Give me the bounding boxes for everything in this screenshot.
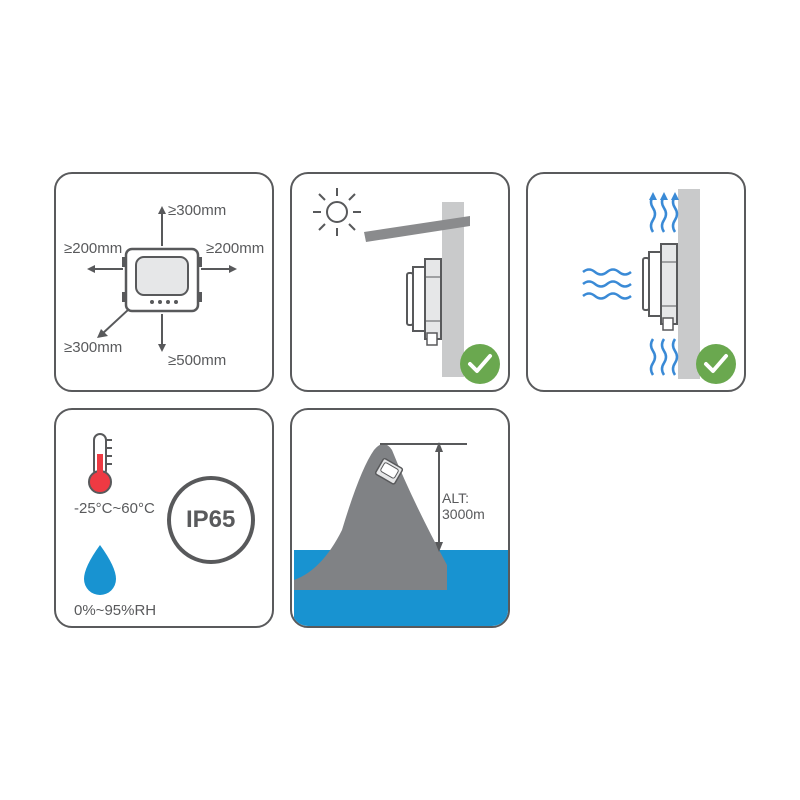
panel-environment: -25°C~60°C 0%~95%RH IP65 (54, 408, 274, 628)
panel-clearances: ≥300mm ≥200mm ≥200mm ≥300mm ≥500mm (54, 172, 274, 392)
infographic-grid: ≥300mm ≥200mm ≥200mm ≥300mm ≥500mm (54, 172, 746, 628)
waterdrop-icon (84, 545, 116, 595)
clearance-bottom: ≥500mm (168, 352, 226, 369)
panel-sunshade (290, 172, 510, 392)
ventilation-diagram (528, 174, 746, 392)
clearance-right: ≥200mm (206, 240, 264, 257)
empty-slot (526, 408, 746, 628)
panel-ventilation (526, 172, 746, 392)
clearance-top: ≥300mm (168, 202, 226, 219)
clearance-left: ≥200mm (64, 240, 122, 257)
sunshade-diagram (292, 174, 510, 392)
clearance-front: ≥300mm (64, 339, 122, 356)
environment-diagram (56, 410, 274, 628)
env-ip: IP65 (186, 506, 235, 534)
panel-altitude: ALT: 3000m (290, 408, 510, 628)
altitude-label: ALT: 3000m (442, 490, 508, 522)
thermometer-icon (89, 434, 112, 493)
env-humidity: 0%~95%RH (74, 602, 156, 619)
env-temp: -25°C~60°C (74, 500, 155, 517)
clearance-diagram (56, 174, 274, 392)
